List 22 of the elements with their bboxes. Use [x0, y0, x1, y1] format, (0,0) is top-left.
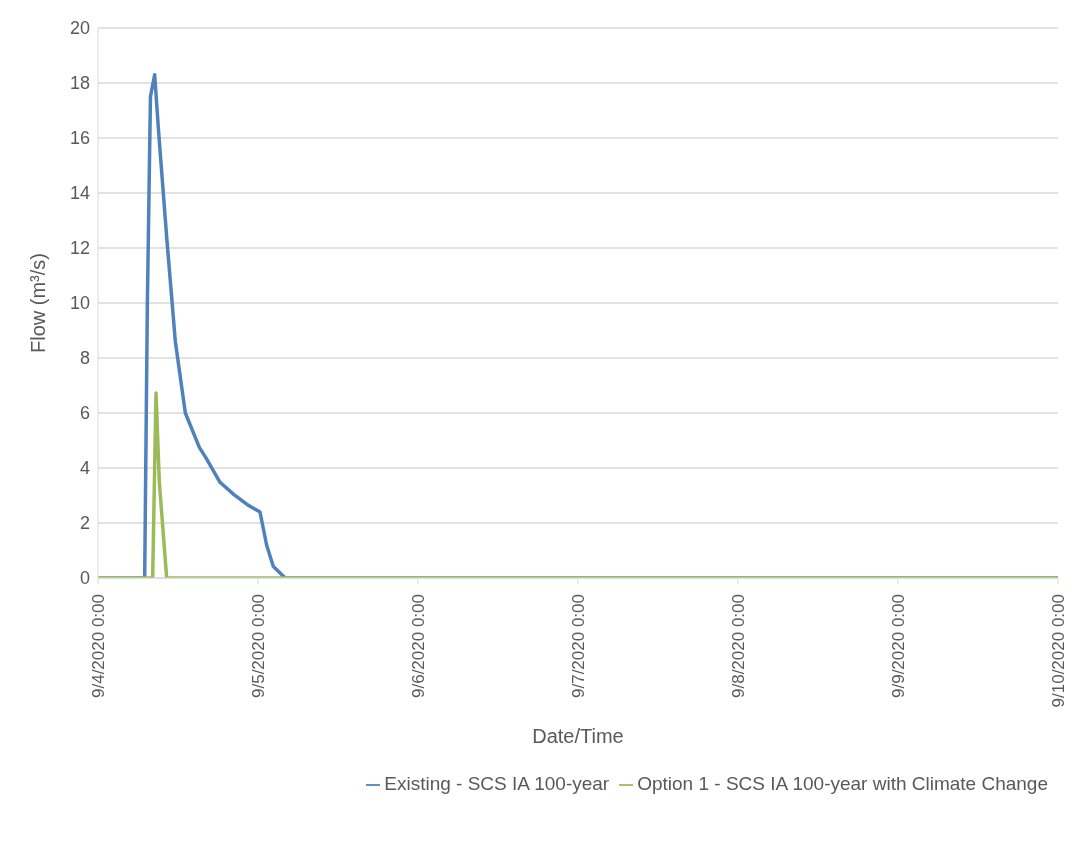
x-tick-label: 9/5/2020 0:00 [248, 594, 268, 698]
legend-label: Option 1 - SCS IA 100-year with Climate Change [637, 773, 1048, 794]
y-axis-title: Flow (m³/s) [27, 253, 50, 353]
y-tick-label: 8 [79, 348, 90, 369]
x-tick-label: 9/7/2020 0:00 [568, 594, 588, 698]
y-tick-label: 16 [69, 128, 90, 149]
x-axis-title: Date/Time [532, 725, 624, 747]
y-tick-label: 2 [79, 513, 90, 534]
y-tick-label: 20 [69, 18, 90, 39]
x-tick-label: 9/8/2020 0:00 [728, 594, 748, 698]
x-tick-label: 9/4/2020 0:00 [88, 594, 108, 698]
y-tick-label: 14 [69, 183, 90, 204]
x-tick-label: 9/6/2020 0:00 [408, 594, 428, 698]
y-tick-label: 6 [79, 403, 90, 424]
y-tick-label: 12 [69, 238, 90, 259]
y-tick-label: 4 [79, 458, 90, 479]
y-tick-label: 18 [69, 73, 90, 94]
x-tick-label: 9/9/2020 0:00 [888, 594, 908, 698]
x-tick-label: 9/10/2020 0:00 [1048, 594, 1068, 708]
legend-label: Existing - SCS IA 100-year [384, 773, 610, 794]
y-tick-label: 10 [69, 293, 90, 314]
y-tick-label: 0 [79, 568, 90, 589]
